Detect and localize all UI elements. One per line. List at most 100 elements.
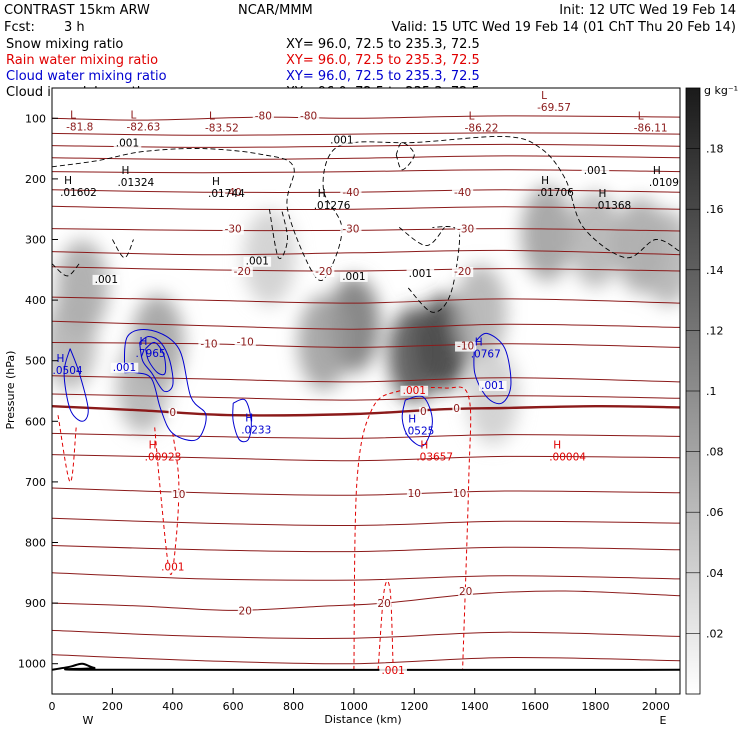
x-tick-label-3: 600 (223, 700, 244, 713)
isotherm-4 (52, 169, 680, 174)
isotherm-label-22-1-bg (376, 599, 392, 610)
isotherm-label-18-1-bg (406, 488, 422, 499)
isotherm-0 (52, 115, 680, 121)
colorbar-tick-label-6: .14 (706, 264, 724, 277)
colorbar-unit: g kg⁻¹ (704, 84, 738, 97)
model-title: CONTRAST 15km ARW (4, 3, 150, 18)
isotherm-label-15-0-bg (168, 408, 177, 419)
y-tick-label-2: 300 (25, 234, 46, 247)
isotherm-label-9-2: -20 (454, 266, 471, 278)
rain-label-0-2-bg (400, 385, 429, 396)
field-xy-2: XY= 96.0, 72.5 to 235.3, 72.5 (286, 69, 480, 84)
marker-value-19: .03657 (416, 452, 453, 464)
contour-labels: -80 -80 -40 -40 -40 -30 -30 -30 -20 -20 -20 -10 -10 -… (53, 90, 679, 677)
field-name-0: Snow mixing ratio (6, 37, 123, 52)
isotherm-1 (52, 132, 680, 136)
x-tick-label-1: 200 (102, 700, 123, 713)
marker-value-4: -86.22 (465, 123, 499, 135)
marker-value-0: -81.8 (66, 121, 93, 133)
marker-H-20: H (553, 440, 561, 452)
x-end-label-east: E (660, 714, 667, 727)
colorbar-tick-label-2: .06 (706, 506, 724, 519)
y-tick-label-3: 400 (25, 294, 46, 307)
isotherm-label-9-1-bg (313, 267, 335, 278)
ice-label-0-5: .001 (409, 268, 432, 280)
marker-value-3: -69.57 (537, 102, 571, 114)
marker-value-12: .0109 (649, 177, 679, 189)
cloud-label-0-1-bg (479, 380, 507, 391)
marker-L-1: L (131, 109, 137, 121)
isotherm-label-12-2-bg (455, 341, 477, 352)
x-end-label-west: W (83, 714, 94, 727)
colorbar-tick-label-4: .1 (706, 385, 717, 398)
isotherm-label-12-2: -10 (457, 341, 474, 353)
ice-label-0-0: .001 (116, 138, 139, 150)
ice-label-0-0-bg (113, 138, 142, 149)
isotherm-label-12-0: -10 (200, 339, 217, 351)
isotherm-label-5-1-bg (340, 188, 362, 199)
isotherm-label-9-0: -20 (234, 266, 251, 278)
ice-label-0-5-bg (406, 268, 435, 279)
isotherm-label-5-1: -40 (342, 187, 359, 199)
cloud-water-contours (63, 329, 512, 447)
isotherm-label-7-0-bg (222, 224, 244, 235)
snow-blob-5 (521, 185, 574, 282)
marker-L-2: L (209, 111, 215, 123)
marker-value-18: .00923 (145, 452, 182, 464)
field-name-1: Rain water mixing ratio (6, 53, 158, 68)
rain-label-0-0: .001 (161, 562, 184, 574)
isotherm-label-0-1: -80 (300, 110, 317, 122)
isotherm-8 (52, 249, 680, 256)
field-xy-1: XY= 96.0, 72.5 to 235.3, 72.5 (286, 53, 480, 68)
colorbar-tick-label-0: .02 (706, 627, 724, 640)
y-tick-label-8: 900 (25, 597, 46, 610)
cloud-contour-1 (139, 335, 174, 393)
isotherm-label-15-0: 0 (169, 407, 176, 419)
marker-H-18: H (149, 440, 157, 452)
ice-contour-5 (395, 142, 415, 171)
isotherm-label-18-2-bg (452, 488, 467, 499)
isotherm-label-0-1-bg (298, 111, 320, 122)
rain-contour-2 (377, 580, 394, 670)
marker-value-13: .0504 (53, 365, 83, 377)
marker-H-19: H (420, 440, 428, 452)
isotherm-label-12-1: -10 (237, 336, 254, 348)
isotherm-label-0-0: -80 (255, 110, 272, 122)
ice-label-0-3-bg (243, 256, 272, 267)
ice-label-0-3: .001 (246, 256, 269, 268)
isotherm-label-18-1: 10 (408, 488, 421, 500)
y-axis-label: Pressure (hPa) (4, 351, 17, 430)
marker-H-10: H (541, 175, 549, 187)
cloud-label-0-0-bg (110, 362, 139, 373)
x-tick-label-8: 1600 (521, 700, 549, 713)
marker-H-15: H (245, 412, 253, 424)
rain-label-0-1-bg (379, 665, 407, 676)
isotherm-18 (52, 487, 680, 496)
isotherm-label-18-0-bg (171, 490, 187, 501)
x-tick-label-7: 1400 (461, 700, 489, 713)
isotherm-label-22-1: 20 (377, 598, 390, 610)
isotherm-20 (52, 545, 680, 553)
marker-value-5: -86.11 (634, 123, 668, 135)
isotherm-15 (52, 404, 680, 417)
isotherm-label-15-2-bg (452, 403, 461, 414)
marker-H-7: H (121, 165, 129, 177)
isotherm-3 (52, 155, 680, 161)
cloud-label-0-1: .001 (481, 380, 504, 392)
y-axis: 100 200 300 400 500 600 700 800 900 1000 (18, 112, 58, 671)
cloud-contour-3 (63, 348, 89, 422)
marker-value-14: .7965 (136, 348, 166, 360)
isotherm-label-18-2: 10 (453, 488, 466, 500)
marker-value-1: -82.63 (127, 121, 161, 133)
isotherm-label-5-0-bg (222, 188, 244, 199)
marker-H-8: H (212, 176, 220, 188)
x-tick-label-2: 400 (162, 700, 183, 713)
ice-contour-1 (407, 226, 461, 313)
isotherm-label-15-2: 0 (453, 403, 460, 415)
ice-contour-4 (268, 209, 288, 260)
rain-label-0-0-bg (158, 562, 187, 573)
ice-contours (52, 135, 680, 313)
fcst-value: 3 h (64, 20, 85, 35)
snow-blob-1 (388, 306, 441, 403)
cloud-contour-2 (145, 341, 167, 376)
